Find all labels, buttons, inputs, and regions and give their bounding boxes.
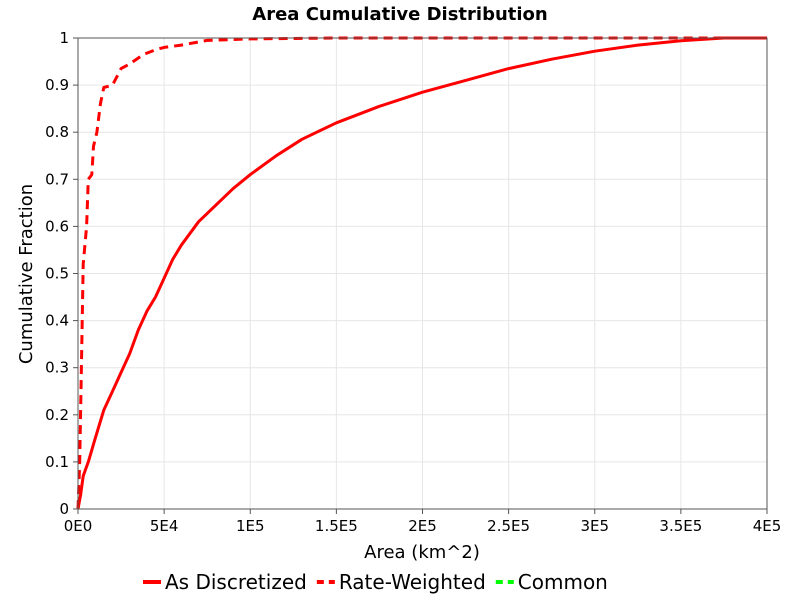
y-tick-label: 0.9 (45, 76, 69, 94)
x-axis-ticks: 0E0 5E4 1E5 1.5E5 2E5 2.5E5 3E5 3.5E5 4E5 (64, 509, 782, 535)
x-tick-label: 3E5 (580, 517, 609, 535)
legend-label-2: Common (518, 570, 608, 594)
y-tick-label: 0.6 (45, 217, 69, 235)
x-tick-label: 3.5E5 (659, 517, 702, 535)
series-line-1 (76, 36, 767, 510)
y-axis-ticks: 0 0.1 0.2 0.3 0.4 0.5 0.6 0.7 0.8 0.9 1 (45, 29, 78, 518)
y-tick-label: 0 (59, 500, 69, 518)
y-tick-label: 1 (59, 29, 69, 47)
x-tick-label: 5E4 (150, 517, 179, 535)
y-axis-label: Cumulative Fraction (16, 184, 37, 364)
y-tick-label: 0.1 (45, 453, 69, 471)
y-tick-label: 0.7 (45, 170, 69, 188)
y-tick-label: 0.8 (45, 123, 69, 141)
series-line-0 (76, 36, 767, 510)
y-tick-label: 0.2 (45, 406, 69, 424)
legend-label-0: As Discretized (165, 570, 307, 594)
x-axis-label: Area (km^2) (364, 542, 480, 563)
y-tick-label: 0.3 (45, 359, 69, 377)
x-tick-label: 1.5E5 (315, 517, 358, 535)
grid-lines (77, 37, 768, 510)
x-tick-label: 2E5 (408, 517, 437, 535)
y-tick-label: 0.5 (45, 265, 69, 283)
x-tick-label: 2.5E5 (487, 517, 530, 535)
legend: As Discretized Rate-Weighted Common (143, 570, 608, 594)
series-layer (76, 36, 767, 510)
x-tick-label: 0E0 (64, 517, 93, 535)
x-tick-label: 1E5 (236, 517, 265, 535)
y-tick-label: 0.4 (45, 312, 69, 330)
chart-title: Area Cumulative Distribution (252, 4, 547, 25)
legend-label-1: Rate-Weighted (339, 570, 486, 594)
x-tick-label: 4E5 (753, 517, 782, 535)
